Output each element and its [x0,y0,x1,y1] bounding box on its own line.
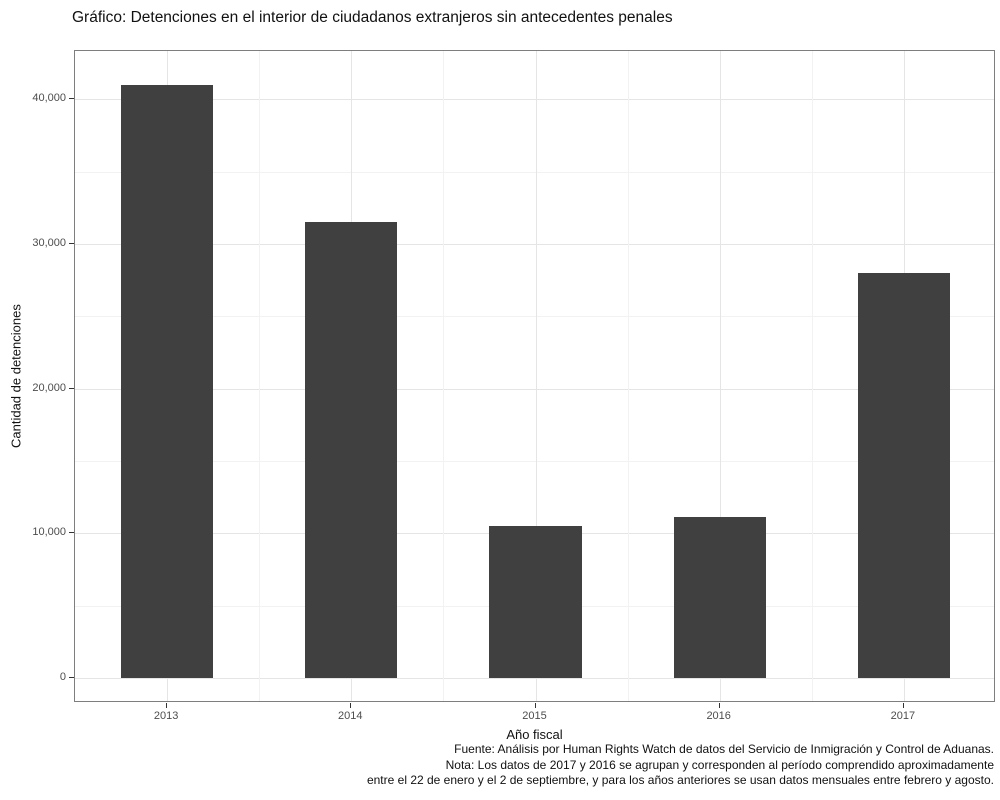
x-tick-mark [902,703,904,708]
x-axis-title: Año fiscal [506,727,563,742]
y-tick-mark [69,242,74,244]
gridline-major-h [75,243,994,245]
y-tick-mark [69,387,74,389]
x-tick-mark [350,703,352,708]
x-tick-label: 2013 [153,710,179,722]
y-tick-mark [69,532,74,534]
bar-2014 [305,222,398,678]
y-tick-label: 0 [59,670,66,683]
gridline-minor-h [75,171,994,173]
note-line-1: Nota: Los datos de 2017 y 2016 se agrupa… [445,757,994,772]
y-tick-label: 20,000 [32,381,66,394]
x-tick-label: 2014 [338,710,363,722]
gridline-major-v [719,51,721,701]
bar-2013 [121,84,214,678]
plot-panel [74,50,995,702]
x-tick-label: 2016 [706,710,731,722]
y-tick-label: 30,000 [32,236,66,249]
x-tick-label: 2017 [890,710,916,722]
gridline-minor-v [811,51,813,701]
bar-2015 [489,526,582,678]
x-tick-mark [166,703,168,708]
y-tick-label: 40,000 [32,92,66,105]
y-tick-label: 10,000 [32,526,66,539]
y-tick-mark [69,676,74,678]
gridline-minor-v [627,51,629,701]
x-tick-mark [534,703,536,708]
x-tick-label: 2015 [522,710,547,722]
source-note: Fuente: Análisis por Human Rights Watch … [367,742,994,789]
y-axis-title: Cantidad de detenciones [8,304,24,448]
x-tick-mark [718,703,720,708]
gridline-minor-v [259,51,261,701]
gridline-minor-v [443,51,445,701]
source-line: Fuente: Análisis por Human Rights Watch … [454,742,994,756]
bar-2017 [857,272,950,678]
y-tick-mark [69,98,74,100]
gridline-major-h [75,388,994,390]
bar-2016 [673,517,766,678]
gridline-minor-h [75,460,994,462]
gridline-major-h [75,99,994,101]
note-line-2: entre el 22 de enero y el 2 de septiembr… [366,773,994,787]
gridline-major-v [535,51,537,701]
gridline-major-h [75,677,994,679]
chart-title: Gráfico: Detenciones en el interior de c… [72,9,673,26]
gridline-minor-h [75,316,994,318]
